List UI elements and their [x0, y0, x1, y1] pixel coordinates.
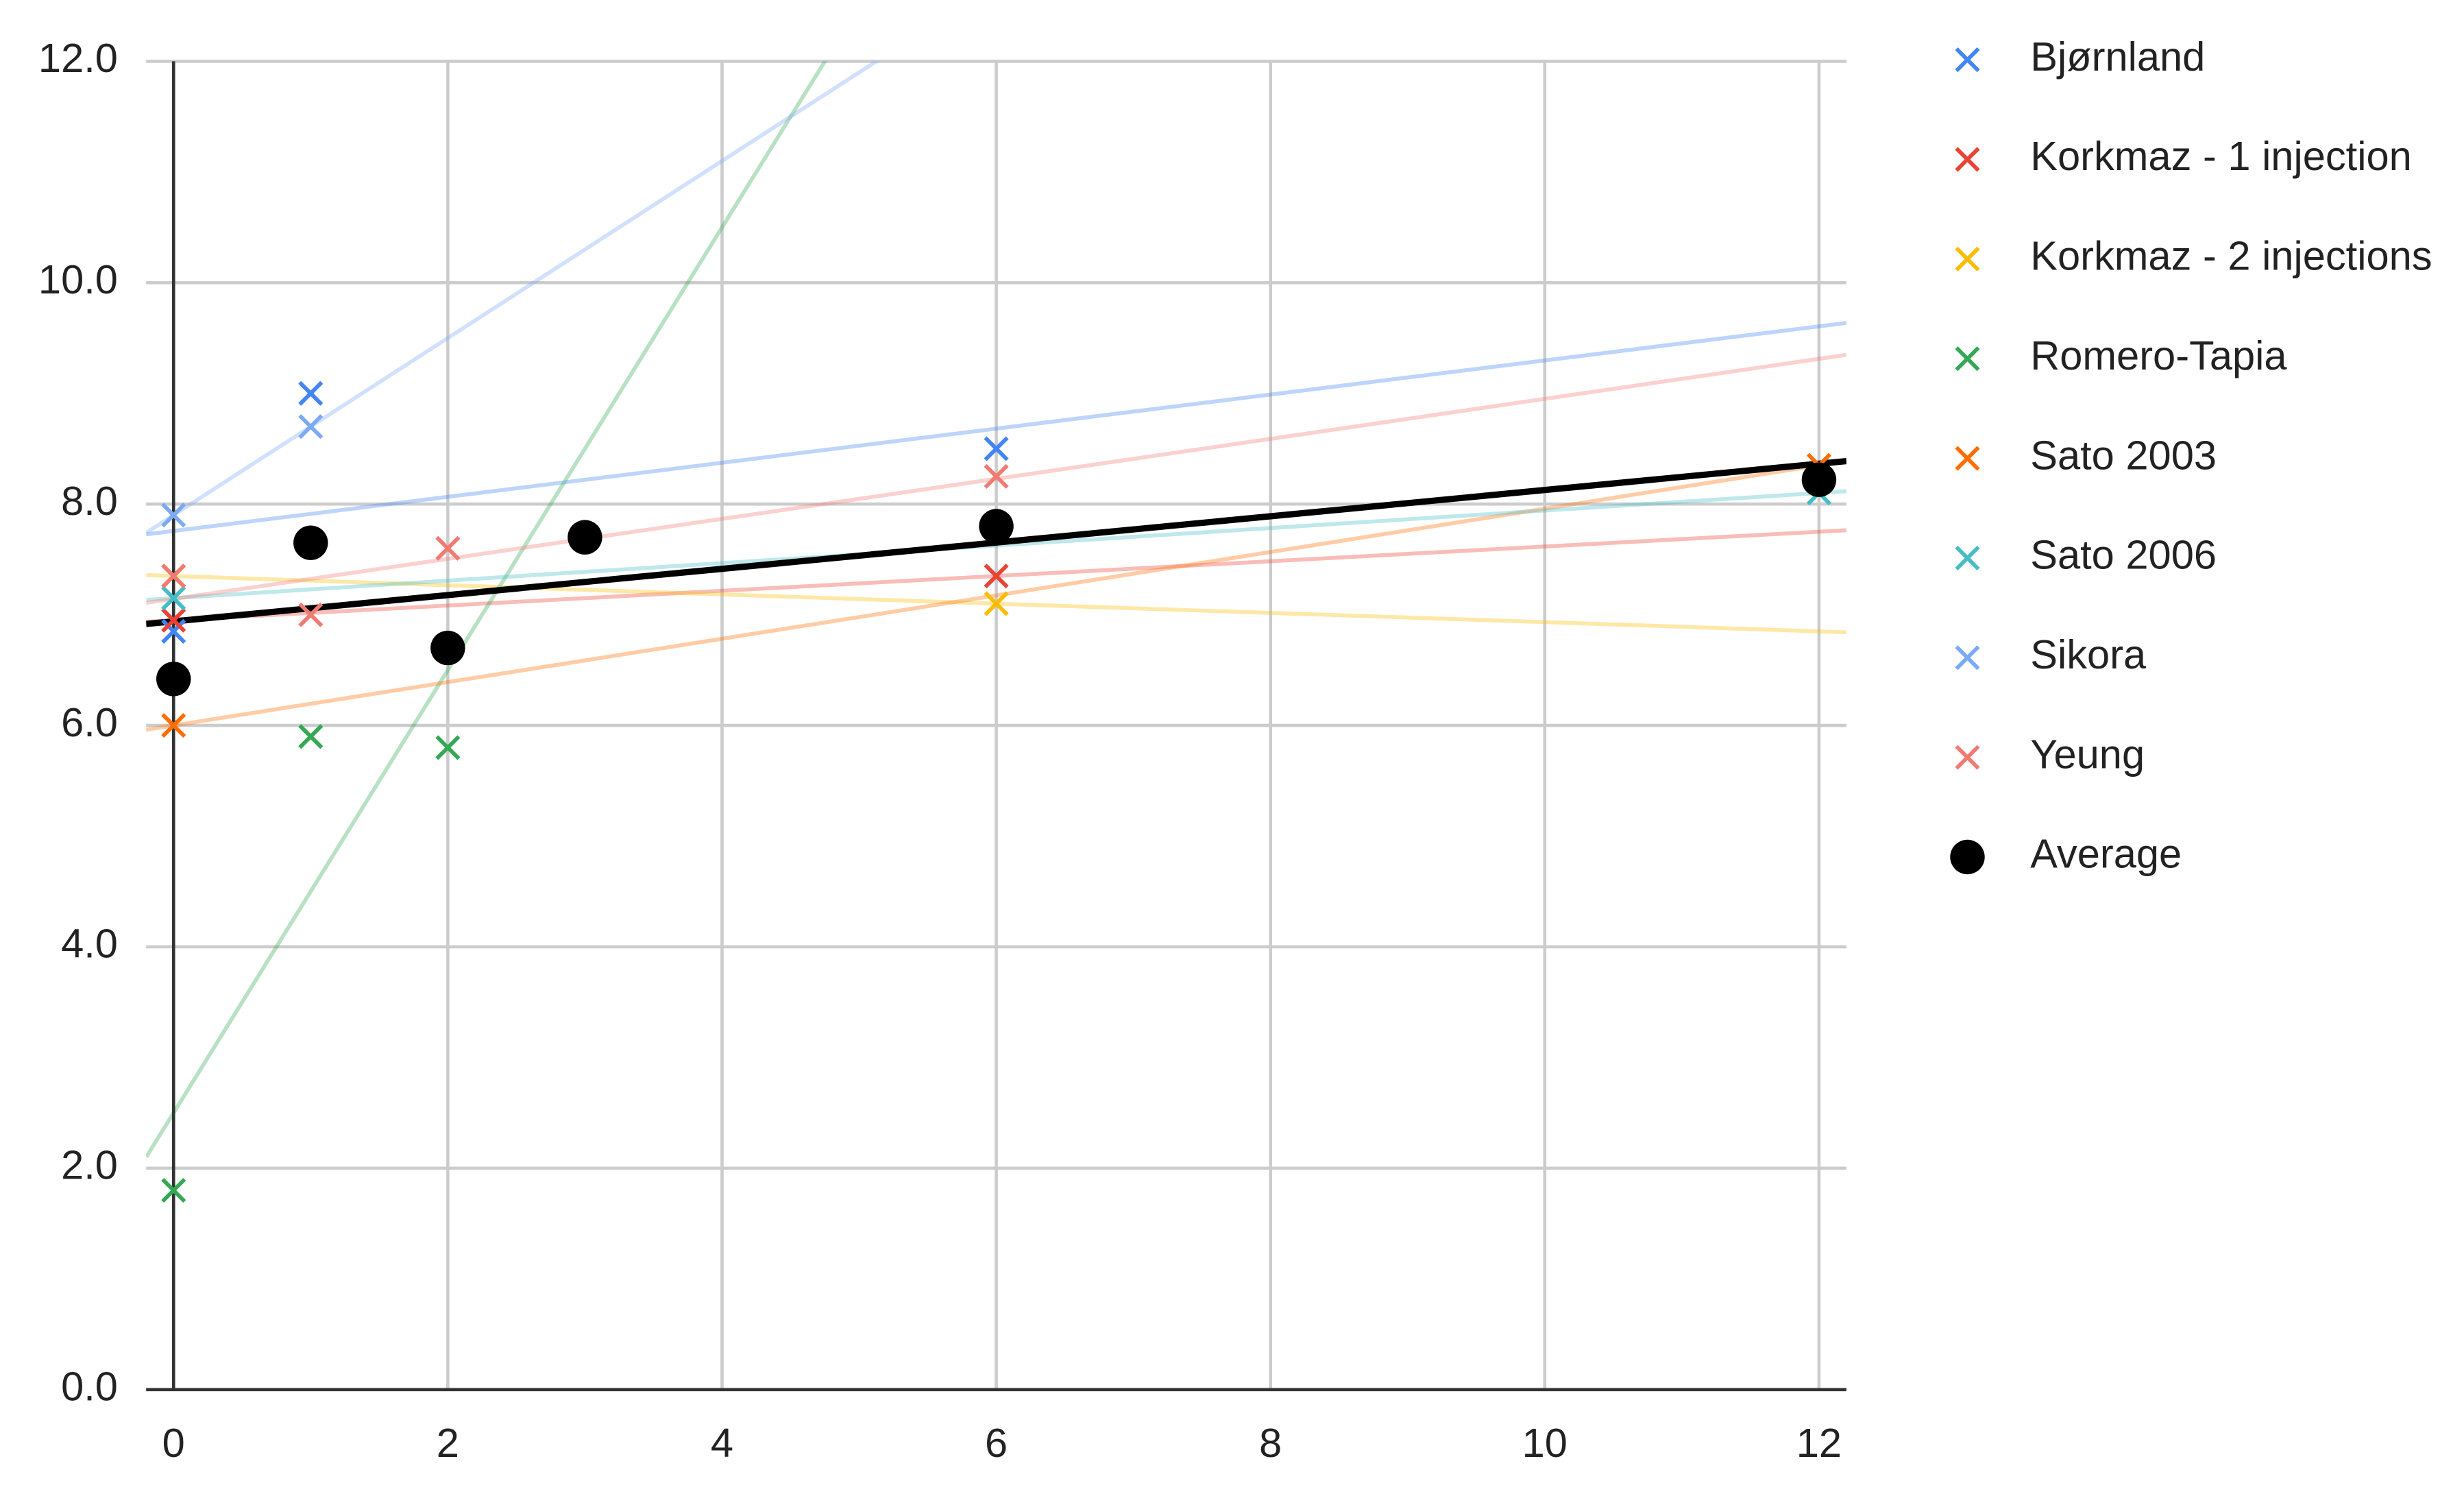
legend-marker	[1955, 47, 1980, 73]
point	[979, 509, 1014, 544]
y-tick-label: 8.0	[61, 478, 118, 524]
x-tick-label: 4	[711, 1420, 733, 1466]
legend-marker	[1955, 745, 1980, 770]
trendline	[146, 61, 827, 1159]
y-tick-label: 0.0	[61, 1364, 118, 1410]
legend-marker	[1955, 645, 1980, 671]
legend-label: Average	[2030, 831, 2182, 877]
trendline	[146, 321, 1846, 537]
x-tick-label: 10	[1522, 1420, 1568, 1466]
x-tick-label: 0	[162, 1420, 185, 1466]
point	[984, 463, 1009, 489]
point	[156, 662, 191, 697]
legend-label: Sato 2006	[2030, 532, 2217, 578]
x-tick-label: 8	[1259, 1420, 1282, 1466]
point	[298, 724, 324, 749]
point	[161, 618, 186, 644]
legend-label: Sikora	[2030, 631, 2147, 677]
legend-label: Yeung	[2030, 731, 2145, 777]
point	[293, 525, 328, 560]
point	[298, 381, 324, 406]
y-tick-label: 4.0	[61, 921, 118, 967]
point	[161, 564, 186, 589]
point	[435, 535, 461, 561]
axes: 0.0 2.0 4.0 6.0 8.0 10.0 12.0 0 2 4 6 8 10 12	[38, 35, 1846, 1466]
legend-label: Sato 2003	[2030, 432, 2217, 478]
grid	[146, 60, 1846, 1392]
y-tick-label: 6.0	[61, 699, 118, 745]
x-tick-label: 12	[1796, 1420, 1842, 1466]
y-tick-label: 10.0	[38, 256, 118, 302]
y-tick-label: 12.0	[38, 35, 118, 81]
point	[161, 503, 186, 528]
legend-marker	[1955, 545, 1980, 570]
legend-label: Bjørnland	[2030, 34, 2205, 80]
legend: Bjørnland Korkmaz - 1 injection Korkmaz - …	[1950, 34, 2432, 877]
point	[984, 564, 1009, 589]
point	[161, 1178, 186, 1203]
point	[298, 414, 324, 439]
point	[161, 607, 186, 633]
legend-label: Romero-Tapia	[2030, 333, 2287, 378]
legend-label: Korkmaz - 1 injection	[2030, 133, 2412, 179]
point	[435, 735, 461, 760]
legend-marker	[1955, 246, 1980, 272]
legend-marker	[1950, 839, 1985, 875]
legend-label: Korkmaz - 2 injections	[2030, 233, 2432, 279]
x-tick-label: 6	[985, 1420, 1008, 1466]
point	[298, 602, 324, 627]
x-tick-label: 2	[437, 1420, 459, 1466]
trendline	[146, 459, 1846, 732]
point	[984, 591, 1009, 616]
point	[1801, 462, 1837, 497]
point	[161, 713, 186, 738]
trendline	[146, 61, 880, 535]
point	[984, 436, 1009, 461]
legend-marker	[1955, 446, 1980, 471]
points	[156, 381, 1837, 1203]
y-tick-label: 2.0	[61, 1142, 118, 1188]
point	[430, 630, 465, 666]
point	[568, 520, 602, 555]
legend-marker	[1955, 147, 1980, 172]
legend-marker	[1955, 346, 1980, 372]
point	[161, 586, 186, 611]
